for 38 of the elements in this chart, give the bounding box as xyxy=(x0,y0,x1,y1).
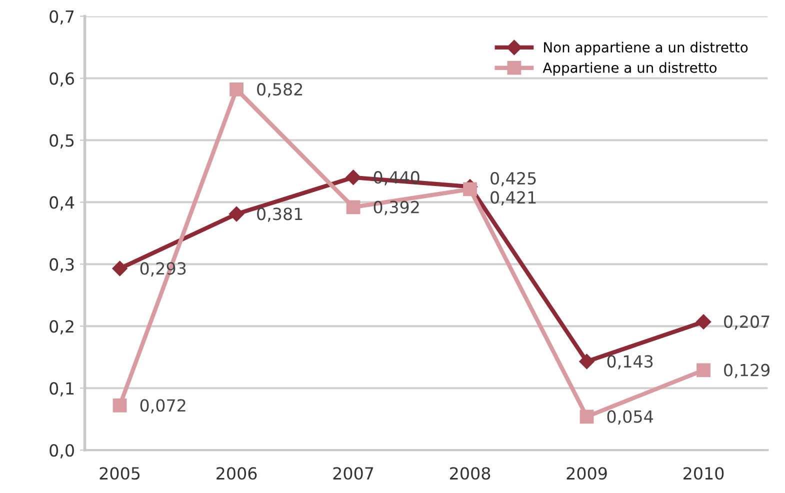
x-tick-label: 2010 xyxy=(684,467,724,480)
y-tick-label: 0,4 xyxy=(50,196,74,210)
point xyxy=(346,200,360,214)
data-label: 0,381 xyxy=(257,208,302,222)
y-tick-label: 0,2 xyxy=(50,320,74,334)
point xyxy=(230,82,244,96)
y-tick-label: 0,1 xyxy=(50,382,74,396)
legend-label: Appartiene a un distretto xyxy=(542,62,717,76)
point xyxy=(696,314,712,330)
data-label: 0,582 xyxy=(257,83,302,98)
point xyxy=(112,260,128,276)
y-tick-label: 0,7 xyxy=(50,10,74,25)
x-tick-label: 2005 xyxy=(100,467,140,480)
point xyxy=(112,398,127,412)
point xyxy=(580,410,594,424)
x-tick-label: 2009 xyxy=(566,467,607,480)
point xyxy=(579,354,594,370)
point xyxy=(696,363,710,378)
y-tick-label: 0,6 xyxy=(50,72,74,87)
y-tick-label: 0,5 xyxy=(50,134,74,148)
data-label: 0,054 xyxy=(607,410,653,425)
x-tick-label: 2008 xyxy=(450,467,490,480)
data-label: 0,072 xyxy=(140,399,186,414)
y-tick-label: 0,0 xyxy=(50,444,74,458)
data-label: 0,143 xyxy=(607,355,653,370)
x-tick-label: 2006 xyxy=(216,467,257,480)
point xyxy=(346,170,361,185)
point xyxy=(463,182,477,196)
point xyxy=(228,206,244,222)
data-label: 0,425 xyxy=(490,172,536,186)
legend-label: Non appartiene a un distretto xyxy=(544,42,748,56)
data-label: 0,421 xyxy=(490,191,536,206)
y-tick-label: 0,3 xyxy=(50,258,74,272)
data-label: 0,293 xyxy=(140,262,186,276)
data-label: 0,392 xyxy=(374,200,419,216)
data-label: 0,129 xyxy=(724,364,770,378)
x-tick-label: 2007 xyxy=(333,467,374,480)
data-label: 0,207 xyxy=(724,315,770,330)
